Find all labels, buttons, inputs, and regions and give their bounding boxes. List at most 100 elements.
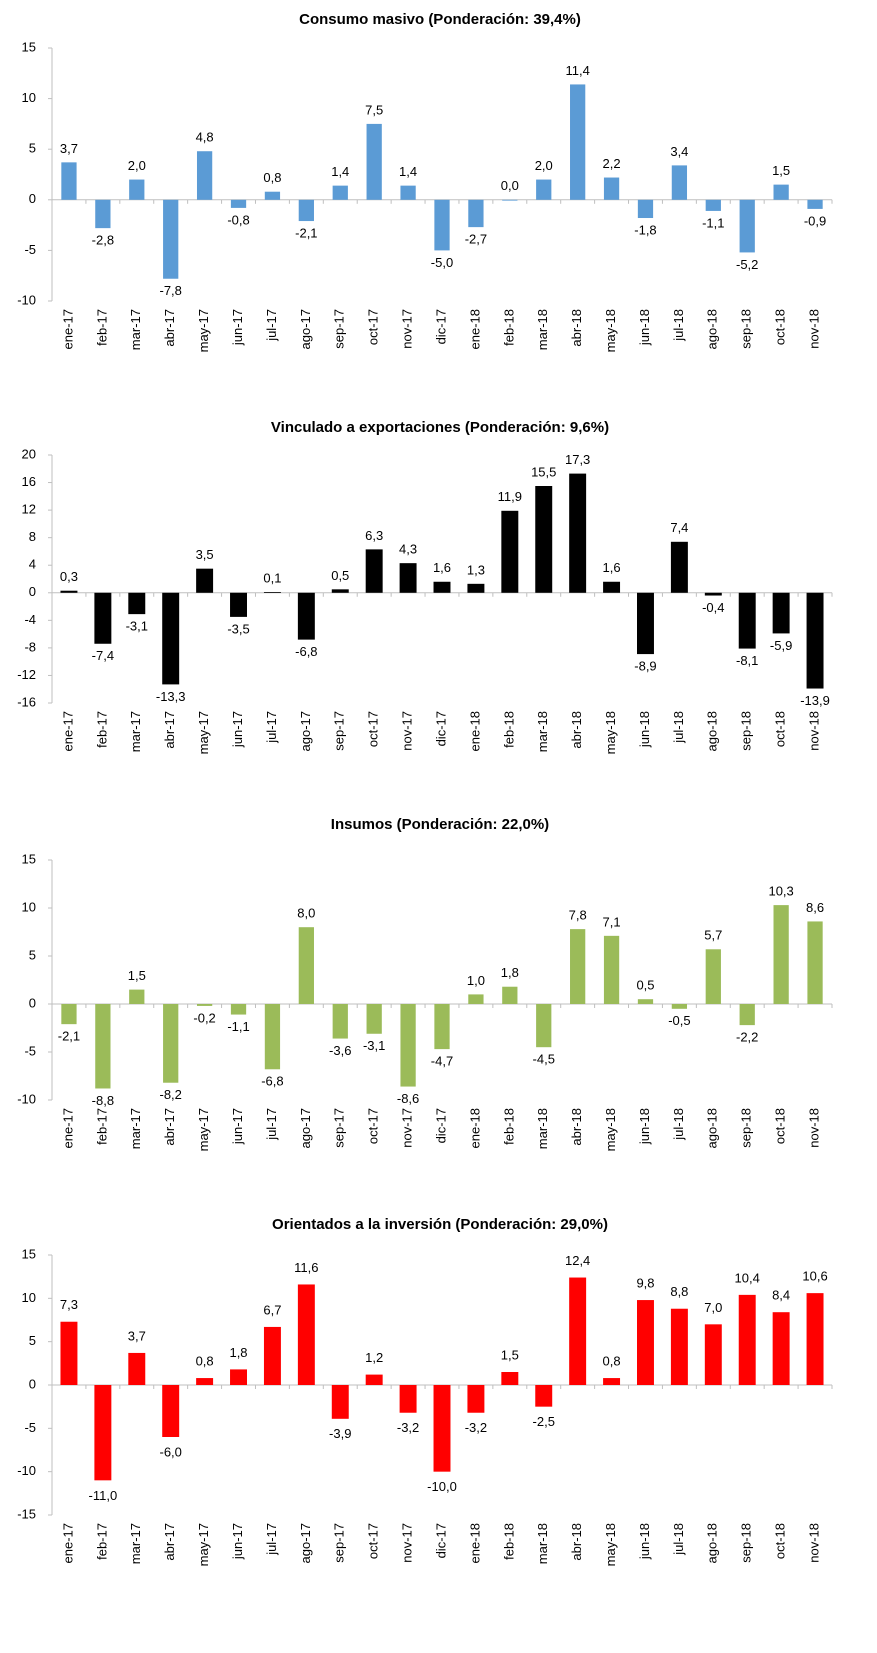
y-tick-label: 0 — [29, 995, 36, 1010]
data-label: -4,5 — [533, 1052, 555, 1067]
x-tick-label: jul-18 — [671, 1523, 686, 1556]
x-tick-label: jun-18 — [637, 711, 652, 748]
bar — [637, 1300, 654, 1385]
y-tick-label: -5 — [24, 1420, 36, 1435]
bar — [637, 199, 654, 219]
x-tick-label: jun-18 — [637, 1108, 652, 1145]
bar — [806, 1293, 824, 1385]
x-tick-label: ago-17 — [298, 309, 313, 349]
data-label: 7,5 — [365, 102, 383, 117]
y-tick-label: 5 — [29, 1333, 36, 1348]
chart-title: Orientados a la inversión (Ponderación: … — [272, 1216, 608, 1233]
data-label: -13,9 — [800, 693, 830, 708]
bar — [772, 592, 790, 634]
bar — [61, 1004, 77, 1025]
data-label: -0,8 — [227, 212, 249, 227]
y-tick-label: -5 — [24, 1043, 36, 1058]
y-tick-label: 12 — [22, 502, 36, 517]
data-label: 3,4 — [670, 144, 688, 159]
x-tick-label: feb-17 — [94, 711, 109, 748]
bar — [705, 949, 721, 1004]
bar — [806, 592, 824, 689]
data-label: 15,5 — [531, 464, 556, 479]
bar — [705, 199, 721, 211]
bar — [468, 994, 484, 1004]
bar — [433, 1385, 451, 1472]
x-tick-label: jul-17 — [264, 711, 279, 744]
bar — [467, 1385, 485, 1413]
data-label: -11,0 — [89, 1488, 118, 1503]
x-tick-label: abr-17 — [162, 309, 177, 347]
data-label: 10,4 — [735, 1270, 760, 1285]
bar — [569, 1277, 587, 1385]
data-label: 5,7 — [704, 928, 722, 943]
bar — [366, 123, 382, 200]
data-label: -13,3 — [156, 689, 186, 704]
x-tick-label: dic-17 — [433, 1523, 448, 1558]
bar — [365, 1374, 383, 1385]
x-tick-label: jul-17 — [264, 1108, 279, 1141]
data-label: -8,1 — [736, 653, 758, 668]
x-tick-label: ene-17 — [60, 711, 75, 751]
data-label: -3,2 — [397, 1420, 419, 1435]
bar — [704, 592, 722, 596]
data-label: 1,3 — [467, 562, 485, 577]
y-tick-label: -10 — [17, 292, 36, 307]
y-tick-label: -15 — [17, 1506, 36, 1521]
bar — [603, 935, 620, 1004]
data-label: -0,2 — [193, 1010, 215, 1025]
x-tick-label: abr-17 — [162, 1523, 177, 1561]
bar — [60, 590, 78, 593]
data-label: -2,8 — [92, 233, 114, 248]
data-label: -8,8 — [92, 1093, 114, 1108]
x-tick-label: oct-18 — [773, 309, 788, 345]
bar — [603, 581, 621, 593]
x-tick-label: oct-18 — [773, 1108, 788, 1144]
data-label: 8,4 — [772, 1288, 790, 1303]
data-label: 1,5 — [128, 968, 146, 983]
bar — [230, 1004, 247, 1015]
data-label: 0,8 — [196, 1354, 214, 1369]
bar — [94, 1385, 112, 1481]
data-label: 3,7 — [128, 1328, 146, 1343]
x-tick-label: nov-17 — [400, 309, 415, 349]
bar — [434, 199, 450, 251]
bar — [536, 1004, 552, 1048]
bar — [773, 184, 789, 200]
x-tick-label: mar-18 — [535, 1108, 550, 1149]
y-tick-label: 15 — [22, 851, 36, 866]
bar — [264, 191, 281, 200]
data-label: -3,5 — [227, 621, 249, 636]
bar — [501, 510, 519, 593]
x-tick-label: abr-18 — [569, 1523, 584, 1561]
x-tick-label: mar-17 — [128, 309, 143, 350]
x-tick-label: jul-18 — [671, 309, 686, 342]
bar — [196, 151, 213, 200]
data-label: 6,7 — [263, 1302, 281, 1317]
data-label: -0,9 — [804, 213, 826, 228]
data-label: 2,0 — [128, 158, 146, 173]
data-label: 1,5 — [501, 1347, 519, 1362]
bar — [331, 1385, 349, 1419]
x-tick-label: nov-18 — [806, 309, 821, 349]
x-tick-label: nov-17 — [400, 1523, 415, 1563]
bar — [434, 1004, 450, 1050]
data-label: 0,3 — [60, 569, 78, 584]
y-tick-label: 10 — [22, 90, 36, 105]
y-tick-label: -4 — [24, 612, 36, 627]
bar — [399, 563, 417, 593]
x-tick-label: nov-18 — [806, 1523, 821, 1563]
data-label: 10,6 — [802, 1269, 827, 1284]
bar — [502, 986, 518, 1004]
x-tick-label: ago-18 — [705, 309, 720, 349]
data-label: 7,4 — [670, 520, 688, 535]
x-tick-label: oct-17 — [366, 711, 381, 747]
y-tick-label: 0 — [29, 191, 36, 206]
y-tick-label: 0 — [29, 1376, 36, 1391]
data-label: 0,8 — [263, 170, 281, 185]
x-tick-label: oct-18 — [773, 1523, 788, 1559]
data-label: 9,8 — [636, 1276, 654, 1291]
bar — [433, 581, 451, 593]
data-label: -1,1 — [227, 1019, 249, 1034]
x-tick-label: ene-18 — [467, 309, 482, 349]
